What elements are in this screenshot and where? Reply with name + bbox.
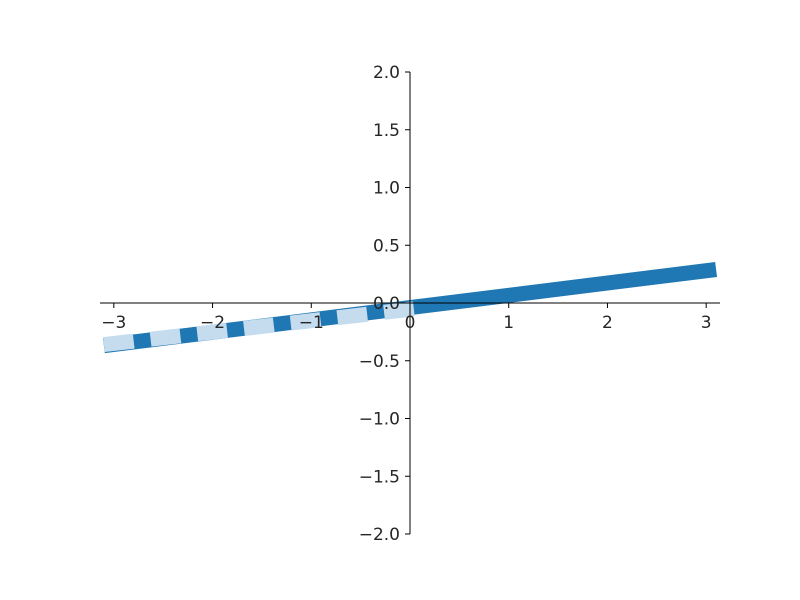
y-tick-label: −1.0 bbox=[359, 410, 400, 430]
y-tick-label: 2.0 bbox=[373, 63, 400, 83]
y-tick-label: −1.5 bbox=[359, 467, 400, 487]
x-tick-label: −3 bbox=[101, 313, 126, 333]
y-tick-label: −2.0 bbox=[359, 525, 400, 545]
x-tick-label: 1 bbox=[503, 313, 514, 333]
x-tick-label: 3 bbox=[701, 313, 712, 333]
x-tick-label: 0 bbox=[405, 313, 416, 333]
y-tick-label: 1.5 bbox=[373, 121, 400, 141]
y-tick-label: 1.0 bbox=[373, 179, 400, 199]
x-tick-label: 2 bbox=[602, 313, 613, 333]
series-line-2 bbox=[103, 300, 426, 353]
y-tick-label: −0.5 bbox=[359, 352, 400, 372]
x-tick-label: −2 bbox=[200, 313, 225, 333]
y-tick-label: 0.0 bbox=[373, 294, 400, 314]
y-tick-label: 0.5 bbox=[373, 236, 400, 256]
x-tick-label: −1 bbox=[299, 313, 324, 333]
